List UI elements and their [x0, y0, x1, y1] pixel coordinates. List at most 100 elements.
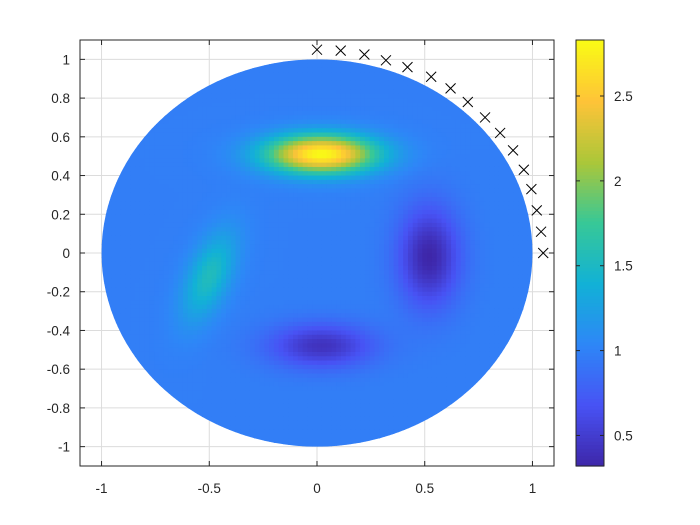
heatmap-cell: [431, 154, 438, 159]
heatmap-cell: [221, 227, 227, 233]
heatmap-cell: [269, 270, 275, 276]
heatmap-cell: [446, 136, 452, 142]
heatmap-cell: [144, 218, 151, 224]
heatmap-cell: [254, 244, 261, 250]
heatmap-cell: [249, 214, 256, 220]
heatmap-cell: [446, 265, 452, 271]
heatmap-cell: [446, 244, 452, 250]
heatmap-cell: [249, 93, 256, 99]
heatmap-cell: [249, 115, 256, 121]
heatmap-cell: [503, 287, 510, 293]
heatmap-cell: [221, 261, 227, 267]
heatmap-cell: [393, 72, 399, 78]
heatmap-cell: [398, 128, 404, 134]
heatmap-cell: [465, 326, 471, 332]
heatmap-cell: [139, 248, 146, 254]
heatmap-cell: [192, 287, 198, 293]
heatmap-cell: [355, 80, 361, 86]
heatmap-cell: [326, 321, 332, 327]
heatmap-cell: [249, 102, 256, 108]
heatmap-cell: [230, 235, 237, 241]
heatmap-cell: [206, 102, 213, 108]
heatmap-cell: [235, 171, 241, 177]
heatmap-cell: [479, 235, 486, 241]
heatmap-cell: [508, 304, 514, 310]
heatmap-cell: [187, 145, 194, 151]
heatmap-cell: [221, 197, 227, 202]
heatmap-cell: [326, 72, 332, 78]
heatmap-cell: [192, 166, 198, 172]
heatmap-cell: [441, 308, 447, 314]
heatmap-cell: [374, 145, 380, 151]
heatmap-cell: [436, 179, 443, 185]
heatmap-cell: [259, 291, 265, 297]
heatmap-cell: [235, 197, 241, 202]
heatmap-cell: [264, 300, 270, 306]
heatmap-cell: [216, 111, 222, 116]
heatmap-cell: [412, 283, 419, 289]
heatmap-cell: [407, 265, 414, 271]
heatmap-cell: [249, 175, 256, 181]
heatmap-cell: [326, 270, 332, 276]
heatmap-cell: [235, 115, 241, 121]
heatmap-cell: [331, 278, 337, 284]
heatmap-cell: [187, 119, 194, 125]
heatmap-cell: [431, 326, 438, 332]
heatmap-cell: [302, 184, 309, 190]
heatmap-cell: [388, 296, 395, 301]
heatmap-cell: [163, 296, 170, 301]
heatmap-cell: [312, 72, 318, 78]
heatmap-cell: [159, 227, 165, 233]
heatmap-cell: [139, 145, 146, 151]
heatmap-cell: [360, 171, 366, 177]
heatmap-cell: [144, 308, 151, 314]
heatmap-cell: [226, 313, 232, 319]
heatmap-cell: [211, 111, 218, 116]
heatmap-cell: [355, 119, 361, 125]
heatmap-cell: [364, 149, 371, 155]
heatmap-cell: [336, 296, 342, 301]
heatmap-cell: [407, 308, 414, 314]
heatmap-cell: [221, 209, 227, 215]
heatmap-cell: [182, 214, 189, 220]
heatmap-cell: [317, 119, 323, 125]
heatmap-cell: [302, 244, 309, 250]
heatmap-cell: [221, 166, 227, 172]
heatmap-cell: [135, 197, 141, 202]
heatmap-cell: [475, 179, 481, 185]
heatmap-cell: [436, 158, 443, 164]
heatmap-cell: [312, 192, 318, 198]
heatmap-cell: [230, 291, 237, 297]
heatmap-cell: [144, 179, 151, 185]
heatmap-cell: [393, 128, 399, 134]
heatmap-cell: [412, 244, 419, 250]
heatmap-cell: [235, 287, 241, 293]
heatmap-cell: [331, 304, 337, 310]
heatmap-cell: [182, 123, 189, 129]
heatmap-cell: [336, 248, 342, 254]
heatmap-cell: [513, 313, 519, 319]
heatmap-cell: [388, 102, 395, 108]
heatmap-cell: [259, 132, 265, 138]
heatmap-cell: [407, 300, 414, 306]
heatmap-cell: [293, 72, 299, 78]
heatmap-cell: [441, 235, 447, 241]
heatmap-cell: [173, 291, 179, 297]
heatmap-cell: [374, 106, 380, 112]
heatmap-cell: [130, 184, 136, 190]
heatmap-cell: [398, 253, 404, 258]
heatmap-cell: [384, 287, 390, 293]
heatmap-cell: [403, 257, 409, 263]
heatmap-cell: [163, 326, 170, 332]
heatmap-cell: [182, 270, 189, 276]
heatmap-cell: [475, 278, 481, 284]
heatmap-cell: [369, 205, 376, 211]
heatmap-cell: [489, 214, 495, 220]
heatmap-cell: [475, 145, 481, 151]
heatmap-cell: [446, 235, 452, 241]
heatmap-cell: [355, 218, 361, 224]
heatmap-cell: [455, 240, 462, 245]
heatmap-cell: [202, 89, 208, 95]
heatmap-cell: [460, 188, 467, 194]
heatmap-cell: [460, 154, 467, 159]
